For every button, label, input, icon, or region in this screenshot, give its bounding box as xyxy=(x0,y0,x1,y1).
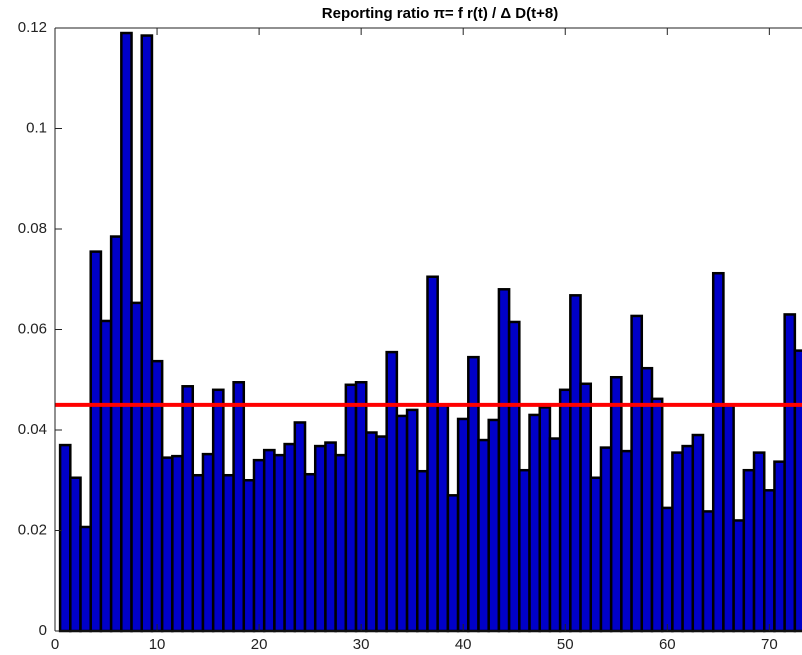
bar xyxy=(558,388,572,633)
bar xyxy=(262,448,276,633)
bar xyxy=(620,449,633,633)
bar xyxy=(334,453,348,633)
x-tick-label: 40 xyxy=(455,636,472,653)
y-tick-label: 0 xyxy=(39,622,47,639)
bar xyxy=(742,468,756,633)
bar xyxy=(722,403,735,633)
bar xyxy=(538,406,552,633)
bar xyxy=(691,433,705,633)
bar xyxy=(395,414,409,633)
bar xyxy=(140,34,154,633)
bar xyxy=(283,442,297,633)
bar xyxy=(579,382,593,633)
bar xyxy=(79,525,92,633)
bar xyxy=(405,408,419,633)
bar xyxy=(344,383,358,633)
bar xyxy=(303,472,317,633)
bar xyxy=(497,288,511,633)
bar xyxy=(109,235,123,633)
bar xyxy=(456,417,470,633)
bar xyxy=(711,271,725,633)
chart-title: Reporting ratio π= f r(t) / Δ D(t+8) xyxy=(322,5,558,22)
bar xyxy=(569,294,582,633)
y-tick-label: 0.1 xyxy=(26,119,47,136)
bar xyxy=(211,388,225,633)
bar xyxy=(783,313,797,633)
bar xyxy=(752,451,766,633)
bar xyxy=(252,458,266,633)
bar xyxy=(477,438,490,633)
bar xyxy=(242,479,256,633)
bar xyxy=(528,413,541,633)
x-tick-label: 30 xyxy=(353,636,370,653)
bar xyxy=(324,441,337,633)
bar xyxy=(701,510,715,633)
bar xyxy=(160,456,174,633)
bar xyxy=(293,421,307,633)
bar xyxy=(589,476,603,633)
bar xyxy=(385,350,399,633)
bar xyxy=(762,489,776,633)
bar xyxy=(518,468,531,633)
bar xyxy=(375,435,388,633)
x-tick-label: 60 xyxy=(659,636,676,653)
bar xyxy=(171,454,184,633)
bar xyxy=(354,381,368,633)
bar xyxy=(681,444,695,633)
bar xyxy=(773,460,786,633)
bar xyxy=(89,250,103,633)
y-tick-label: 0.12 xyxy=(18,19,47,36)
bar xyxy=(58,443,72,633)
y-tick-label: 0.04 xyxy=(18,421,47,438)
bar xyxy=(201,452,215,633)
bar xyxy=(191,473,205,633)
bar xyxy=(436,403,450,633)
bar xyxy=(660,506,674,633)
bar xyxy=(599,446,613,633)
bar xyxy=(640,366,654,633)
bar xyxy=(365,431,378,633)
bar xyxy=(732,519,746,633)
bar xyxy=(181,385,195,633)
y-tick-label: 0.02 xyxy=(18,521,47,538)
bar xyxy=(650,397,664,633)
y-tick-label: 0.08 xyxy=(18,220,47,237)
bar xyxy=(232,381,246,633)
bar xyxy=(99,319,113,633)
bar xyxy=(548,437,562,633)
bar xyxy=(507,320,521,633)
bar xyxy=(426,275,439,633)
bar xyxy=(467,355,480,633)
x-tick-label: 10 xyxy=(149,636,166,653)
bar xyxy=(313,444,327,633)
x-tick-label: 20 xyxy=(251,636,268,653)
bar xyxy=(609,375,623,633)
bar xyxy=(150,359,164,633)
bar xyxy=(793,349,802,633)
bar xyxy=(130,301,143,633)
bar xyxy=(446,494,460,633)
bar xyxy=(69,476,82,633)
x-tick-label: 0 xyxy=(51,636,59,653)
bar xyxy=(630,314,644,633)
bar xyxy=(416,469,429,633)
bar xyxy=(222,473,235,633)
y-tick-label: 0.06 xyxy=(18,320,47,337)
bar xyxy=(273,453,286,633)
bar xyxy=(487,418,501,633)
bar xyxy=(671,451,684,633)
x-tick-label: 70 xyxy=(761,636,778,653)
x-tick-label: 50 xyxy=(557,636,574,653)
bar xyxy=(120,31,133,633)
